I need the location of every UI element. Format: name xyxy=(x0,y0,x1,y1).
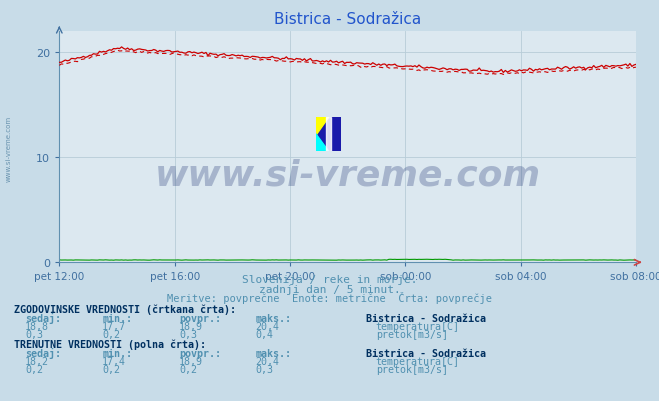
Text: sedaj:: sedaj: xyxy=(25,347,61,358)
Polygon shape xyxy=(326,117,331,152)
Text: 0,3: 0,3 xyxy=(256,364,273,374)
Text: 0,4: 0,4 xyxy=(256,329,273,339)
Text: temperatura[C]: temperatura[C] xyxy=(376,356,459,366)
Text: maks.:: maks.: xyxy=(256,348,292,358)
Text: Bistrica - Sodražica: Bistrica - Sodražica xyxy=(366,313,486,323)
Text: Meritve: povprečne  Enote: metrične  Črta: povprečje: Meritve: povprečne Enote: metrične Črta:… xyxy=(167,291,492,303)
Text: zadnji dan / 5 minut.: zadnji dan / 5 minut. xyxy=(258,284,401,294)
Text: pretok[m3/s]: pretok[m3/s] xyxy=(376,364,447,374)
Text: povpr.:: povpr.: xyxy=(179,313,221,323)
Polygon shape xyxy=(316,117,328,134)
Text: 0,2: 0,2 xyxy=(102,364,120,374)
Text: 0,2: 0,2 xyxy=(25,364,43,374)
Polygon shape xyxy=(316,134,328,152)
Text: temperatura[C]: temperatura[C] xyxy=(376,321,459,331)
Text: sedaj:: sedaj: xyxy=(25,312,61,323)
Text: 18,9: 18,9 xyxy=(179,356,203,366)
Title: Bistrica - Sodražica: Bistrica - Sodražica xyxy=(274,12,421,27)
Text: povpr.:: povpr.: xyxy=(179,348,221,358)
Text: min.:: min.: xyxy=(102,313,132,323)
Text: TRENUTNE VREDNOSTI (polna črta):: TRENUTNE VREDNOSTI (polna črta): xyxy=(14,338,206,349)
Text: 18,9: 18,9 xyxy=(179,321,203,331)
Polygon shape xyxy=(316,117,341,152)
Text: ZGODOVINSKE VREDNOSTI (črtkana črta):: ZGODOVINSKE VREDNOSTI (črtkana črta): xyxy=(14,304,237,314)
Text: 0,2: 0,2 xyxy=(179,364,197,374)
Text: www.si-vreme.com: www.si-vreme.com xyxy=(5,115,12,181)
Text: 17,4: 17,4 xyxy=(102,356,126,366)
Text: pretok[m3/s]: pretok[m3/s] xyxy=(376,329,447,339)
Text: 0,3: 0,3 xyxy=(179,329,197,339)
Text: 18,8: 18,8 xyxy=(25,321,49,331)
Text: min.:: min.: xyxy=(102,348,132,358)
Text: 17,7: 17,7 xyxy=(102,321,126,331)
Text: 0,2: 0,2 xyxy=(102,329,120,339)
Text: 18,2: 18,2 xyxy=(25,356,49,366)
Text: maks.:: maks.: xyxy=(256,313,292,323)
Text: 20,4: 20,4 xyxy=(256,356,279,366)
Text: www.si-vreme.com: www.si-vreme.com xyxy=(155,158,540,192)
Text: Bistrica - Sodražica: Bistrica - Sodražica xyxy=(366,348,486,358)
Text: 20,4: 20,4 xyxy=(256,321,279,331)
Text: 0,3: 0,3 xyxy=(25,329,43,339)
Text: Slovenija / reke in morje.: Slovenija / reke in morje. xyxy=(242,275,417,285)
